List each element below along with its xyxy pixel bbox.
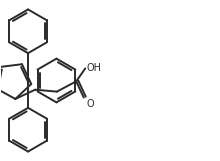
Text: O: O <box>86 99 94 109</box>
Text: OH: OH <box>87 63 102 73</box>
